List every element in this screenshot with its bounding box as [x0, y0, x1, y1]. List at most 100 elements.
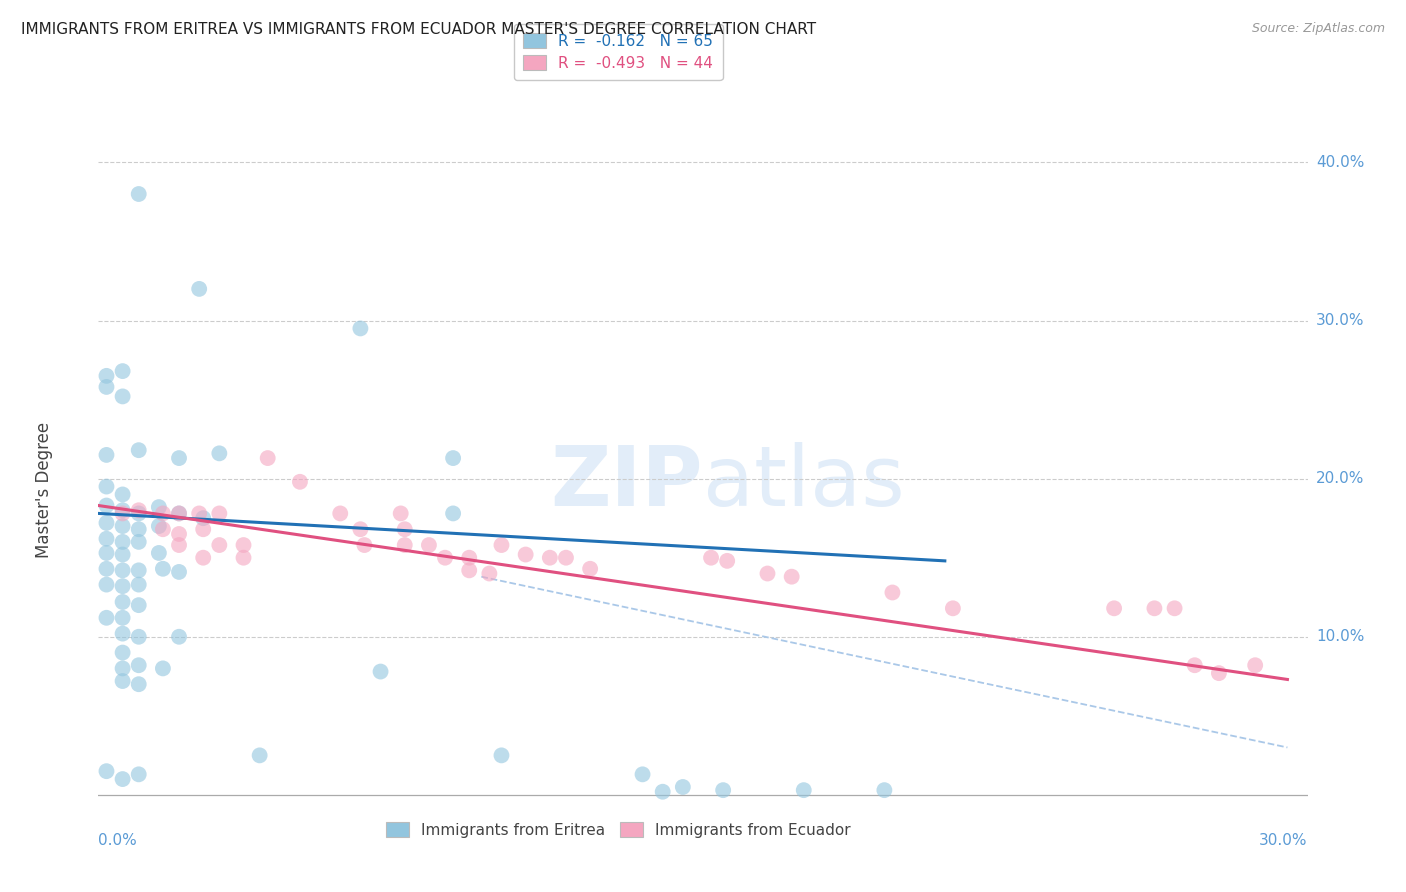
Point — [232, 538, 254, 552]
Point — [96, 479, 118, 493]
Point — [128, 534, 150, 549]
Point — [167, 565, 190, 579]
Point — [458, 563, 481, 577]
Point — [167, 507, 190, 521]
Point — [193, 511, 215, 525]
Point — [111, 487, 134, 501]
Point — [349, 321, 371, 335]
Point — [152, 522, 174, 536]
Point — [441, 451, 464, 466]
Point — [538, 550, 561, 565]
Point — [208, 446, 231, 460]
Text: Master's Degree: Master's Degree — [35, 422, 53, 558]
Point — [249, 748, 271, 763]
Point — [700, 550, 723, 565]
Point — [111, 674, 134, 689]
Point — [208, 538, 231, 552]
Point — [288, 475, 311, 489]
Point — [434, 550, 457, 565]
Point — [128, 577, 150, 591]
Point — [793, 783, 815, 797]
Text: Source: ZipAtlas.com: Source: ZipAtlas.com — [1251, 22, 1385, 36]
Point — [555, 550, 578, 565]
Point — [329, 507, 352, 521]
Point — [478, 566, 501, 581]
Point — [128, 443, 150, 458]
Point — [96, 448, 118, 462]
Point — [208, 507, 231, 521]
Point — [148, 500, 170, 514]
Point — [152, 562, 174, 576]
Point — [873, 783, 896, 797]
Point — [188, 507, 211, 521]
Point — [128, 630, 150, 644]
Point — [111, 595, 134, 609]
Point — [349, 522, 371, 536]
Point — [389, 507, 412, 521]
Point — [96, 611, 118, 625]
Text: 0.0%: 0.0% — [98, 833, 138, 848]
Point — [128, 598, 150, 612]
Point — [128, 767, 150, 781]
Point — [96, 499, 118, 513]
Point — [394, 522, 416, 536]
Point — [128, 186, 150, 201]
Point — [128, 658, 150, 673]
Point — [882, 585, 904, 599]
Point — [128, 507, 150, 521]
Point — [418, 538, 440, 552]
Point — [111, 579, 134, 593]
Point — [111, 503, 134, 517]
Point — [111, 563, 134, 577]
Point — [111, 772, 134, 786]
Point — [96, 532, 118, 546]
Point — [651, 785, 673, 799]
Point — [167, 630, 190, 644]
Text: 20.0%: 20.0% — [1316, 471, 1364, 486]
Point — [353, 538, 375, 552]
Point — [441, 507, 464, 521]
Point — [711, 783, 734, 797]
Point — [193, 550, 215, 565]
Point — [394, 538, 416, 552]
Text: 10.0%: 10.0% — [1316, 629, 1364, 644]
Point — [96, 764, 118, 779]
Point — [780, 569, 803, 583]
Point — [167, 507, 190, 521]
Legend: Immigrants from Eritrea, Immigrants from Ecuador: Immigrants from Eritrea, Immigrants from… — [380, 816, 858, 844]
Point — [193, 522, 215, 536]
Point — [1184, 658, 1206, 673]
Point — [111, 646, 134, 660]
Point — [491, 538, 513, 552]
Point — [491, 748, 513, 763]
Point — [1208, 666, 1230, 681]
Point — [756, 566, 779, 581]
Text: IMMIGRANTS FROM ERITREA VS IMMIGRANTS FROM ECUADOR MASTER'S DEGREE CORRELATION C: IMMIGRANTS FROM ERITREA VS IMMIGRANTS FR… — [21, 22, 817, 37]
Text: ZIP: ZIP — [551, 442, 703, 524]
Point — [111, 548, 134, 562]
Point — [96, 368, 118, 383]
Point — [1163, 601, 1185, 615]
Point — [96, 516, 118, 530]
Point — [111, 611, 134, 625]
Point — [579, 562, 602, 576]
Point — [672, 780, 695, 794]
Text: atlas: atlas — [703, 442, 904, 524]
Point — [458, 550, 481, 565]
Point — [111, 661, 134, 675]
Point — [942, 601, 965, 615]
Point — [232, 550, 254, 565]
Point — [96, 577, 118, 591]
Point — [631, 767, 654, 781]
Point — [111, 389, 134, 403]
Point — [148, 519, 170, 533]
Point — [256, 451, 278, 466]
Point — [128, 522, 150, 536]
Point — [515, 548, 537, 562]
Point — [167, 451, 190, 466]
Point — [111, 626, 134, 640]
Text: 30.0%: 30.0% — [1260, 833, 1308, 848]
Point — [96, 546, 118, 560]
Text: 40.0%: 40.0% — [1316, 155, 1364, 169]
Point — [1244, 658, 1267, 673]
